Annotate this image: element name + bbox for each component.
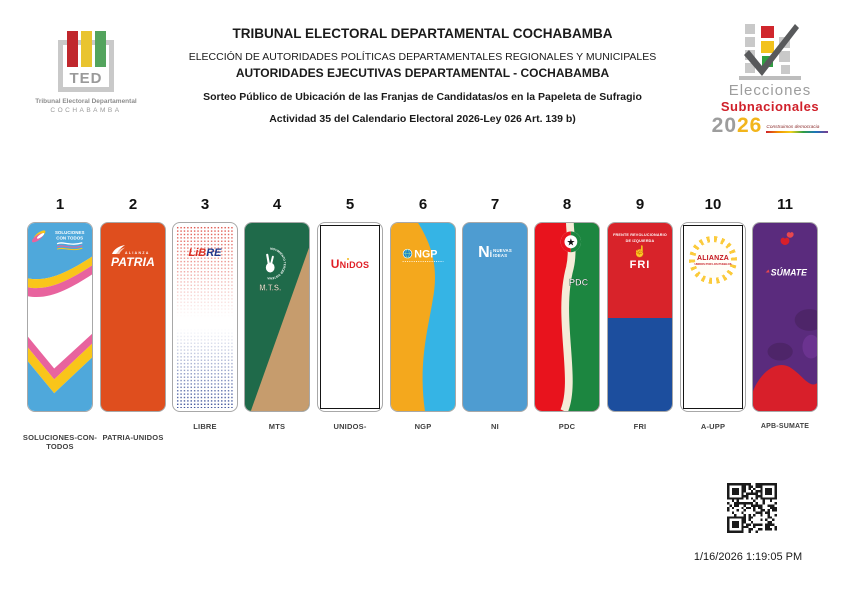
ted-acronym: TED	[69, 70, 103, 87]
ballot-strip-pdc: ★ PDC	[534, 222, 600, 412]
ballot-strip-ngp: NGP	[390, 222, 456, 412]
header-subtitle-2: AUTORIDADES EJECUTIVAS DEPARTAMENTAL - C…	[235, 66, 610, 80]
sumate-heart-icon	[780, 232, 794, 246]
ted-red-bar-icon	[67, 31, 78, 67]
strip-label-mts: MTS	[268, 422, 286, 431]
con-todos-text: CON TODOS	[56, 235, 83, 240]
header-subtitle-4: Actividad 35 del Calendario Electoral 20…	[269, 113, 576, 125]
elections-word: Elecciones	[728, 82, 812, 99]
black-inner-border	[683, 225, 743, 409]
elections-2026-logo: Elecciones Subnacionales 2026 Construimo…	[703, 20, 837, 136]
hand-icon	[265, 253, 275, 273]
fri-blue-panel	[608, 318, 672, 411]
soluciones-text: SOLUCIONES	[55, 230, 84, 235]
strip-number-2: 2	[128, 196, 138, 213]
strip-label-aupp: A-UPP	[700, 422, 726, 431]
bird-icon	[31, 230, 46, 243]
strip-label-unidos: UNIDOS-	[333, 422, 367, 431]
strip-label-libre: LIBRE	[193, 422, 217, 431]
halftone-red	[176, 226, 234, 318]
header-subtitle-1: ELECCIÓN DE AUTORIDADES POLÍTICAS DEPART…	[188, 51, 657, 63]
sumate-text: SÚMATE	[771, 266, 808, 277]
ted-yellow-bar-icon	[81, 31, 92, 67]
wing-icon	[112, 245, 125, 254]
header-subtitle-3: Sorteo Público de Ubicación de las Franj…	[203, 91, 642, 103]
fri-red-panel: FRENTE REVOLUCIONARIO DE IZQUIERDA ☝ FRI	[608, 223, 672, 318]
strip-number-7: 7	[490, 196, 500, 213]
libre-logo: LiBRE	[188, 247, 222, 259]
ted-green-bar-icon	[95, 31, 106, 67]
strip-number-8: 8	[562, 196, 572, 213]
strip-number-1: 1	[55, 196, 65, 213]
ted-frame-icon: TED	[58, 31, 114, 92]
halftone-blue	[176, 328, 234, 408]
ted-caption: Tribunal Electoral Departamental	[35, 98, 137, 105]
page-title: TRIBUNAL ELECTORAL DEPARTAMENTAL COCHABA…	[232, 26, 613, 41]
strip-label-soluciones: SOLUCIONES-CON-TODOS	[22, 433, 98, 451]
strip-number-10: 10	[704, 196, 722, 213]
strip-label-ngp: NGP	[414, 422, 432, 431]
header-text: TRIBUNAL ELECTORAL DEPARTAMENTAL COCHABA…	[150, 26, 695, 125]
black-inner-border	[320, 225, 380, 409]
pointing-hand-icon: ☝	[633, 246, 647, 259]
strip-number-3: 3	[200, 196, 210, 213]
globe-icon	[402, 248, 413, 259]
ted-caption-city: COCHABAMBA	[50, 107, 122, 114]
strip-label-sumate: APB-SUMATE	[760, 423, 810, 430]
pdc-star-icon: ★	[560, 231, 582, 253]
ballot-strip-sumate: SÚMATE	[752, 222, 818, 412]
unidos-logo: UNıDOS	[330, 257, 370, 271]
fri-top-text-1: FRENTE REVOLUCIONARIO	[613, 233, 667, 237]
ballot-strip-soluciones: SOLUCIONES CON TODOS	[27, 222, 93, 412]
rainbow-line	[766, 131, 829, 133]
strip-label-ni: NI	[491, 422, 499, 431]
elections-tagline: Construimos democracia	[766, 125, 820, 131]
strip-number-5: 5	[345, 196, 355, 213]
sun-icon: ALIANZA UNIDOS POR LOS PUEBLOS	[689, 236, 737, 284]
generation-timestamp: 1/16/2026 1:19:05 PM	[693, 551, 803, 563]
alianza-text: ALIANZA	[696, 254, 730, 262]
strip-number-9: 9	[635, 196, 645, 213]
fri-text: FRI	[629, 259, 651, 272]
ballot-strip-patria: ALIANZA PATRIA	[100, 222, 166, 412]
strip-number-6: 6	[418, 196, 428, 213]
qr-code	[727, 483, 777, 533]
ballot-strip-unidos: UNıDOS	[317, 222, 383, 412]
svg-text:★: ★	[567, 237, 576, 248]
ballot-strip-aupp: ALIANZA UNIDOS POR LOS PUEBLOS	[680, 222, 746, 412]
strip-label-patria: PATRIA-UNIDOS	[102, 433, 164, 442]
strip-label-pdc: PDC	[558, 422, 576, 431]
strip-number-11: 11	[777, 196, 793, 213]
ngp-text: NGP	[414, 249, 437, 261]
ballot-strip-fri: FRENTE REVOLUCIONARIO DE IZQUIERDA ☝ FRI	[607, 222, 673, 412]
alianza-sub-text: UNIDOS POR LOS PUEBLOS	[694, 262, 732, 266]
ted-logo: TED Tribunal Electoral Departamental COC…	[28, 28, 144, 114]
patria-text: PATRIA	[110, 255, 156, 269]
mts-text: M.T.S.	[259, 283, 281, 292]
year-2026: 2026	[711, 114, 763, 137]
fri-top-text-2: DE IZQUIERDA	[625, 238, 655, 243]
pdc-text: PDC	[569, 277, 589, 287]
ballot-strip-mts: MOVIMIENTO TERCER SISTEMA M.T.S.	[244, 222, 310, 412]
ballot-checkmark-icon	[739, 24, 801, 80]
subnacionales-word: Subnacionales	[720, 99, 820, 114]
strip-label-fri: FRI	[633, 422, 647, 431]
alianza-small-text: ALIANZA	[125, 251, 150, 255]
strip-number-4: 4	[272, 196, 282, 213]
ballot-strip-libre: LiBRE	[172, 222, 238, 412]
